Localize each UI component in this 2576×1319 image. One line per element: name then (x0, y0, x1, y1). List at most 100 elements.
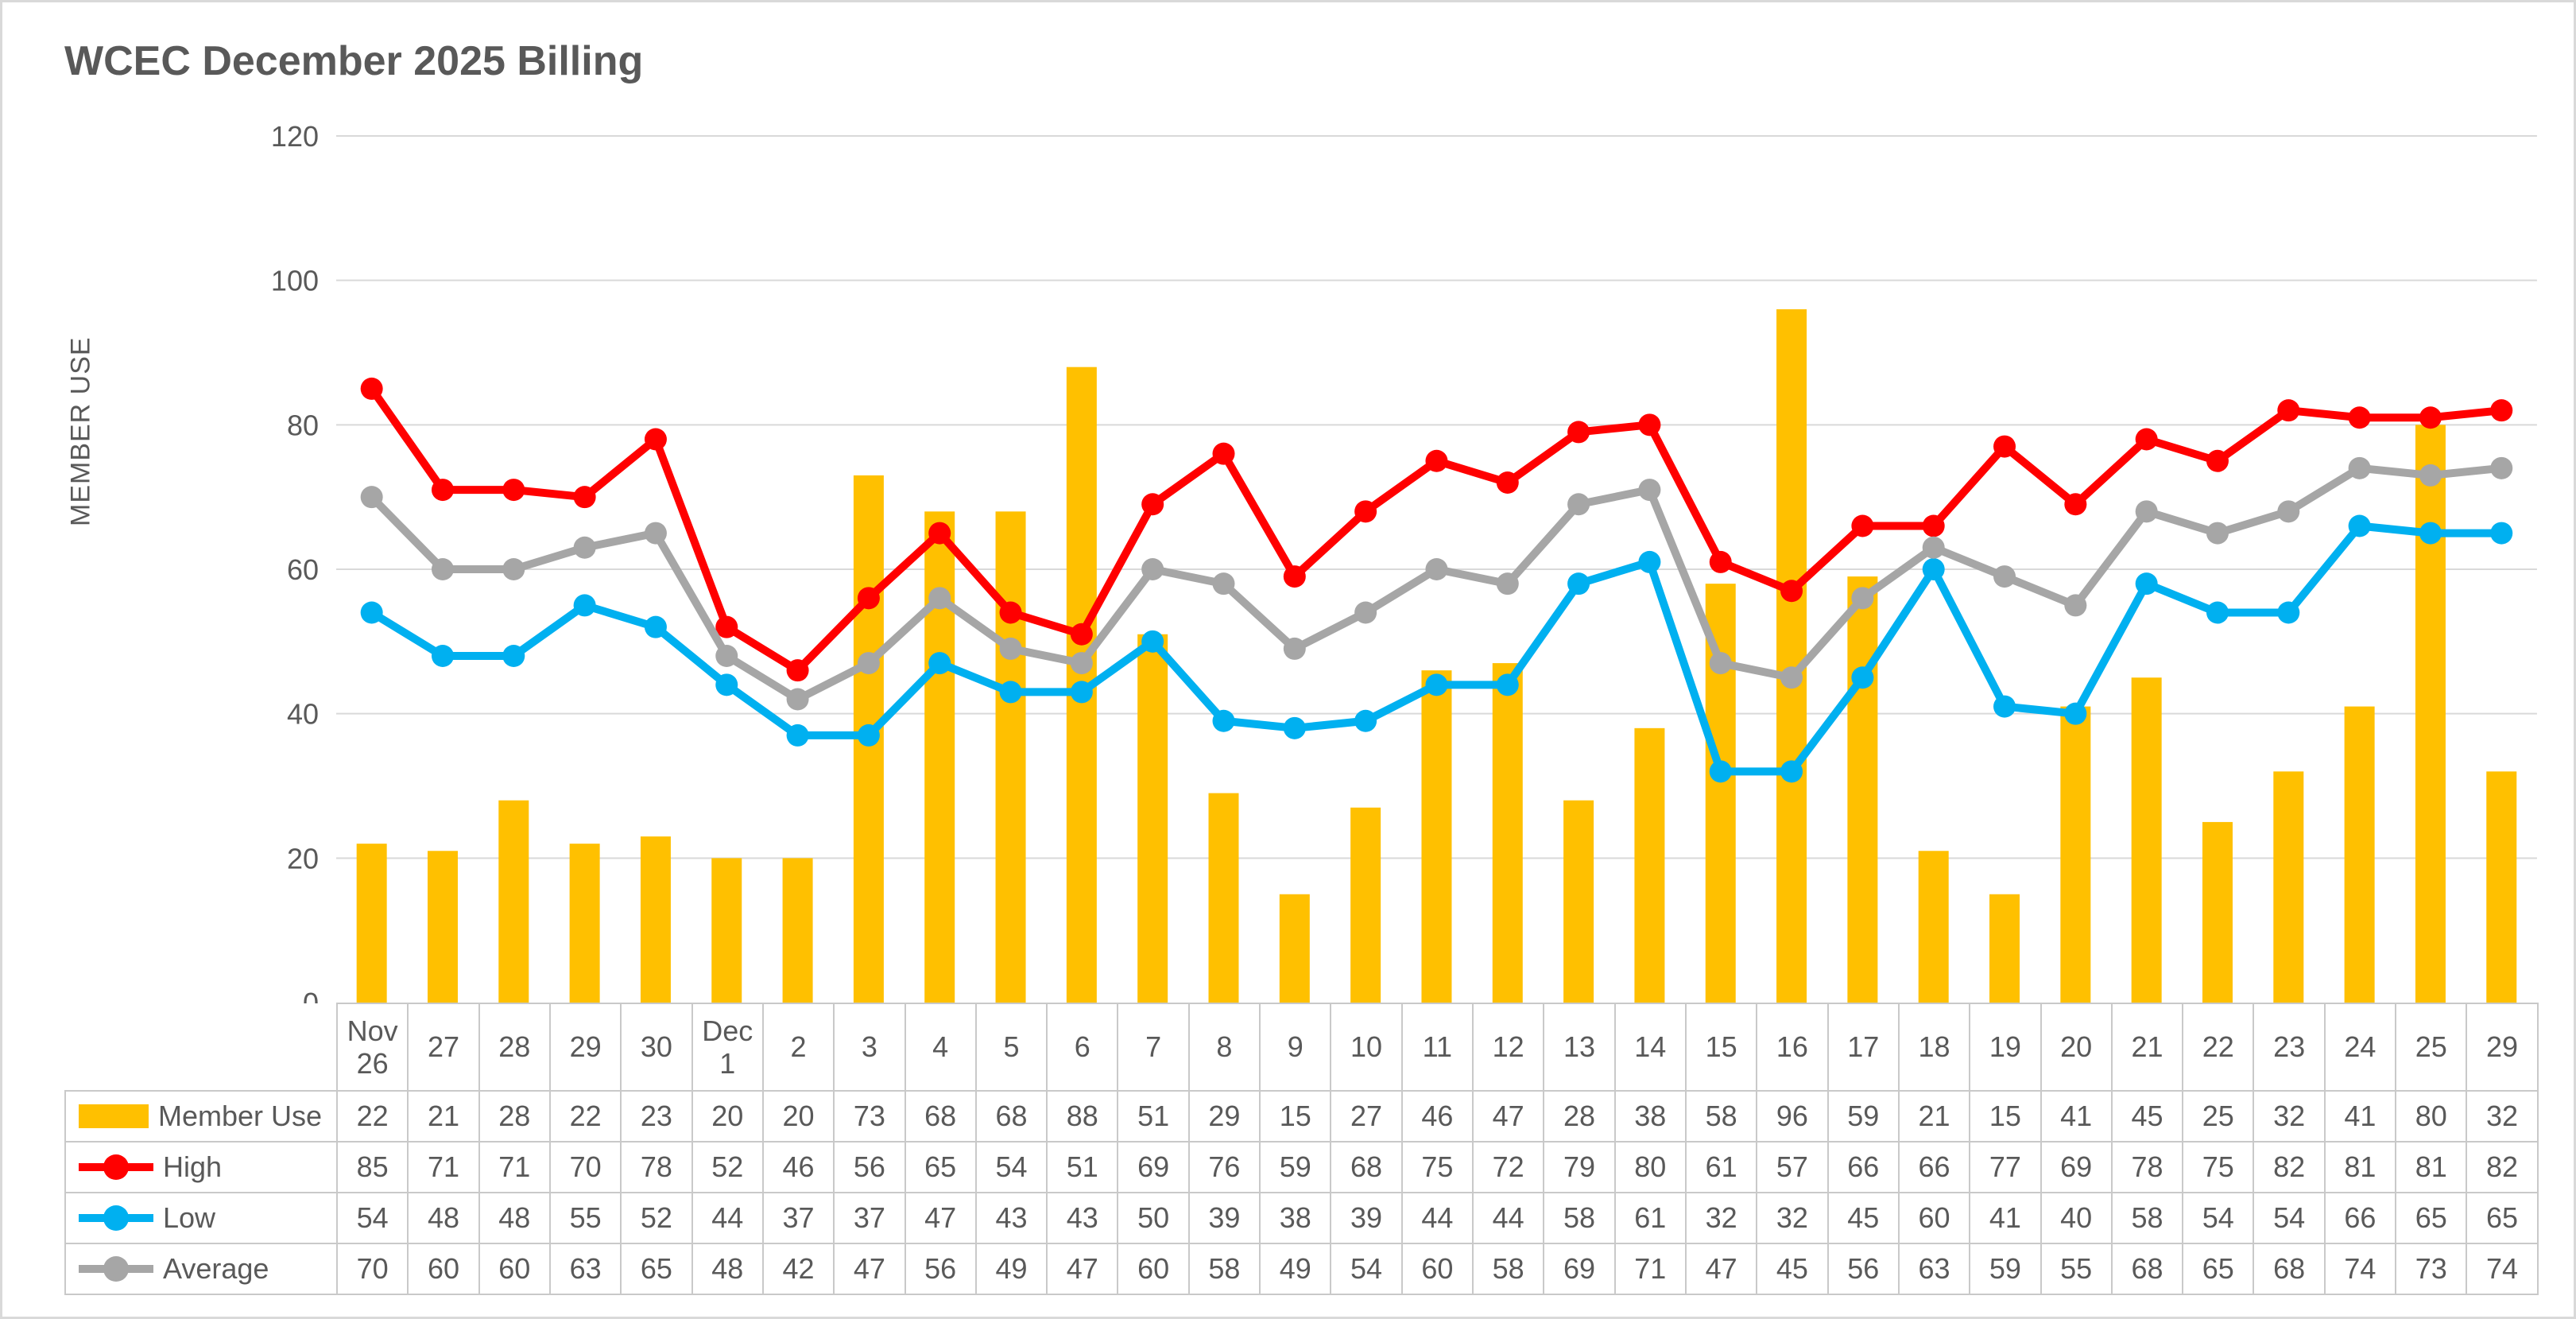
cell-low: 65 (2395, 1192, 2468, 1244)
cell-member-use: 29 (1187, 1090, 1261, 1142)
bar-member-use (782, 858, 813, 1003)
marker-high (2064, 493, 2087, 516)
cell-average: 47 (1684, 1243, 1758, 1295)
cell-member-use: 68 (974, 1090, 1048, 1142)
cell-member-use: 20 (691, 1090, 764, 1142)
marker-low (1212, 709, 1235, 732)
cell-high: 66 (1826, 1141, 1900, 1193)
marker-high (1851, 514, 1874, 537)
cell-member-use: 21 (407, 1090, 480, 1142)
cell-member-use: 47 (1471, 1090, 1545, 1142)
marker-high (999, 601, 1022, 624)
bar-member-use (1208, 793, 1239, 1003)
bar-member-use (427, 851, 458, 1003)
x-axis-label: 28 (478, 1003, 551, 1092)
marker-low (1496, 673, 1519, 696)
marker-average (1780, 666, 1803, 689)
marker-high (1709, 550, 1732, 573)
cell-low: 60 (1897, 1192, 1971, 1244)
cell-low: 41 (1969, 1192, 2042, 1244)
cell-member-use: 32 (2253, 1090, 2326, 1142)
chart-data-table: Nov 26 27 28 29 30 Dec 1 2 3 4 5 6 7 8 9 10 11 12 13 14 15 1… (64, 1003, 2539, 1295)
marker-high (1993, 435, 2016, 458)
x-axis-label: 15 (1684, 1003, 1758, 1092)
legend-label-low: Low (163, 1201, 216, 1234)
cell-member-use: 38 (1613, 1090, 1687, 1142)
legend-label-average: Average (163, 1252, 269, 1285)
x-axis-label: Nov 26 (335, 1003, 409, 1092)
marker-high (1141, 493, 1164, 516)
marker-low (1070, 681, 1093, 704)
cell-low: 52 (620, 1192, 693, 1244)
bar-member-use (356, 844, 387, 1003)
cell-low: 58 (2110, 1192, 2184, 1244)
bar-member-use (853, 475, 884, 1003)
cell-average: 63 (548, 1243, 622, 1295)
bar-member-use (2273, 771, 2304, 1003)
x-axis-label: 7 (1117, 1003, 1190, 1092)
x-axis-label-row: Nov 26 27 28 29 30 Dec 1 2 3 4 5 6 7 8 9 10 11 12 13 14 15 1… (65, 1003, 2539, 1092)
cell-average: 54 (1330, 1243, 1403, 1295)
marker-average (431, 558, 454, 580)
chart-title: WCEC December 2025 Billing (64, 38, 644, 84)
marker-low (857, 724, 880, 747)
cell-high: 75 (2182, 1141, 2255, 1193)
marker-high (360, 377, 383, 400)
bar-member-use (1279, 894, 1310, 1003)
marker-high (2490, 399, 2513, 422)
marker-low (2490, 522, 2513, 545)
cell-high: 72 (1471, 1141, 1545, 1193)
x-axis-label: 23 (2253, 1003, 2326, 1092)
cell-high: 69 (1117, 1141, 1190, 1193)
cell-average: 74 (2323, 1243, 2397, 1295)
cell-high: 54 (974, 1141, 1048, 1193)
marker-high (1496, 471, 1519, 494)
marker-high (1425, 449, 1448, 472)
cell-average: 68 (2110, 1243, 2184, 1295)
marker-low (2277, 601, 2300, 624)
legend-label-high: High (163, 1150, 223, 1183)
cell-average: 56 (1826, 1243, 1900, 1295)
cell-member-use: 23 (620, 1090, 693, 1142)
x-axis-label: 2 (761, 1003, 835, 1092)
marker-average (1851, 587, 1874, 610)
marker-average (786, 688, 809, 711)
cell-high: 70 (548, 1141, 622, 1193)
y-axis-tick-label: 100 (271, 265, 319, 297)
marker-high (1283, 565, 1306, 588)
cell-member-use: 96 (1756, 1090, 1829, 1142)
x-axis-label: 22 (2182, 1003, 2255, 1092)
marker-average (2064, 594, 2087, 617)
cell-high: 80 (1613, 1141, 1687, 1193)
cell-high: 59 (1259, 1141, 1332, 1193)
bar-member-use (1634, 727, 1665, 1003)
x-axis-label: 12 (1471, 1003, 1545, 1092)
x-axis-label: 20 (2039, 1003, 2113, 1092)
cell-high: 69 (2039, 1141, 2113, 1193)
marker-low (1141, 630, 1164, 653)
x-axis-label: 19 (1969, 1003, 2042, 1092)
cell-member-use: 59 (1826, 1090, 1900, 1142)
cell-low: 39 (1330, 1192, 1403, 1244)
marker-average (360, 486, 383, 509)
bar-member-use (2131, 677, 2162, 1003)
cell-high: 75 (1400, 1141, 1474, 1193)
x-axis-label: 27 (407, 1003, 480, 1092)
bar-member-use (1847, 576, 1878, 1003)
cell-member-use: 58 (1684, 1090, 1758, 1142)
table-row-high: High 85 71 71 70 78 52 46 56 65 54 51 69 76 59 68 75 72 79… (64, 1141, 2539, 1193)
bar-member-use (1350, 807, 1381, 1003)
marker-average (2135, 500, 2158, 523)
cell-average: 58 (1187, 1243, 1261, 1295)
marker-average (1567, 493, 1590, 516)
marker-low (786, 724, 809, 747)
cell-high: 78 (620, 1141, 693, 1193)
bar-member-use (1918, 851, 1949, 1003)
marker-low (1425, 673, 1448, 696)
marker-high (2206, 449, 2229, 472)
x-axis-label: 29 (2466, 1003, 2539, 1092)
cell-member-use: 41 (2039, 1090, 2113, 1142)
x-axis-label: 6 (1046, 1003, 1119, 1092)
